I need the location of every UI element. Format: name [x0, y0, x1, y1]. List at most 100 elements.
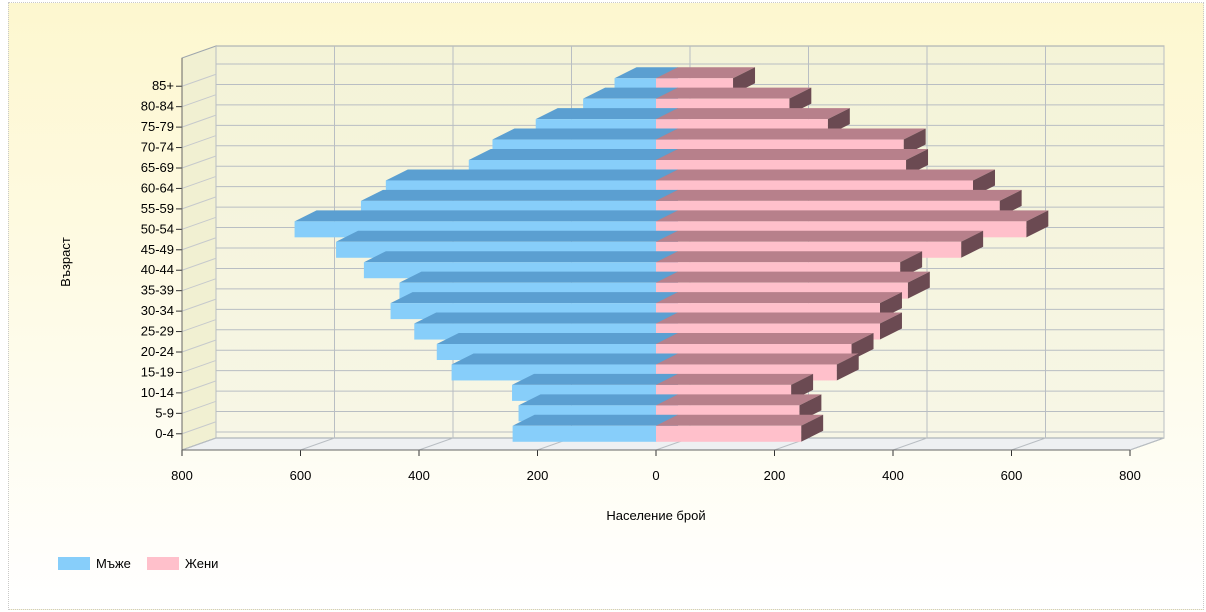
y-gridline-side: [181, 339, 217, 353]
y-tick-label: 10-14: [141, 385, 174, 400]
x-tick-label: 800: [171, 468, 193, 483]
legend-label-male: Мъже: [96, 555, 131, 571]
legend-swatch-male: [58, 556, 90, 570]
bar-female-top: [656, 169, 995, 181]
bar-female-side: [836, 353, 859, 381]
bar-male-top: [363, 251, 678, 263]
y-tick-label: 40-44: [141, 262, 174, 277]
x-gridline-floor: [1011, 437, 1046, 451]
bar-female-top: [656, 87, 812, 99]
y-tick-label: 55-59: [141, 201, 174, 216]
bar-male-top: [294, 210, 678, 222]
y-gridline-side: [181, 196, 217, 210]
bar-female-side: [907, 271, 930, 299]
x-tick-label: 600: [290, 468, 312, 483]
y-gridline-side: [181, 380, 217, 394]
y-tick-label: 45-49: [141, 242, 174, 257]
bar-female-side: [733, 67, 756, 95]
x-tick-label: 0: [652, 468, 659, 483]
bar-female-top: [656, 210, 1049, 222]
y-tick-label: 15-19: [141, 364, 174, 379]
legend-label-female: Жени: [184, 555, 219, 571]
y-gridline-side: [181, 155, 217, 169]
bar-male: [512, 414, 678, 442]
bar-male-top: [512, 373, 678, 385]
bar-female-side: [972, 169, 995, 197]
bar-female-front: [656, 425, 802, 442]
bar-female-top: [656, 128, 926, 140]
bar-female-side: [789, 87, 812, 115]
y-gridline-side: [181, 421, 217, 435]
y-gridline-side: [181, 298, 217, 312]
y-tick-label: 30-34: [141, 303, 174, 318]
bar-female-top: [656, 353, 859, 365]
y-gridline-side: [181, 400, 217, 414]
bar-female-top: [656, 108, 850, 120]
y-gridline-side: [181, 278, 217, 292]
x-axis-title: Население брой: [606, 508, 705, 523]
y-gridline-side: [181, 237, 217, 251]
x-tick-label: 800: [1119, 468, 1141, 483]
bar-female-side: [827, 108, 850, 136]
x-gridline-floor: [300, 437, 335, 451]
bar-female-top: [656, 292, 902, 304]
x-tick-label: 200: [764, 468, 786, 483]
bar-female-top: [656, 149, 929, 160]
bar-male-top: [583, 87, 678, 99]
x-gridline-floor: [1129, 437, 1165, 451]
bar-male-front: [512, 425, 656, 442]
bar-female-top: [656, 271, 930, 283]
bar-female-side: [999, 189, 1022, 217]
y-tick-label: 75-79: [141, 119, 174, 134]
bar-male-top: [414, 312, 678, 324]
x-tick-label: 600: [1001, 468, 1023, 483]
y-tick-label: 25-29: [141, 324, 174, 339]
y-gridline-side: [181, 319, 217, 333]
bar-female-top: [656, 373, 814, 385]
y-tick-label: 80-84: [141, 99, 174, 114]
x-gridline-floor: [181, 437, 217, 451]
bar-female-top: [656, 333, 874, 344]
y-tick-label: 35-39: [141, 283, 174, 298]
y-tick-label: 20-24: [141, 344, 174, 359]
y-tick-label: 70-74: [141, 140, 174, 155]
legend-item-female: Жени: [146, 555, 219, 571]
y-tick-label: 60-64: [141, 180, 174, 195]
bar-female-side: [903, 128, 926, 156]
bar-male-top: [512, 414, 678, 426]
bar-female-top: [656, 414, 824, 426]
bar-female-side: [851, 333, 874, 360]
bar-male-top: [451, 353, 678, 365]
bar-male-top: [399, 271, 678, 283]
y-tick-label: 85+: [152, 78, 174, 93]
bar-male-top: [614, 67, 678, 79]
x-tick-label: 200: [527, 468, 549, 483]
bar-female-side: [879, 312, 902, 340]
y-tick-label: 65-69: [141, 160, 174, 175]
bar-female-side: [1026, 210, 1049, 238]
y-gridline-side: [181, 135, 217, 149]
y-gridline-side: [181, 94, 217, 108]
y-gridline-side: [181, 359, 217, 373]
bar-female-side: [879, 292, 902, 320]
x-gridline-floor: [418, 437, 454, 451]
y-tick-label: 0-4: [155, 426, 174, 441]
x-tick-label: 400: [408, 468, 430, 483]
bar-female-top: [656, 189, 1022, 201]
bar-female-top: [656, 230, 984, 242]
bar-female: [656, 414, 824, 442]
y-gridline-side: [181, 257, 217, 271]
bar-female-top: [656, 67, 756, 79]
y-tick-label: 5-9: [155, 405, 174, 420]
bar-female-side: [906, 149, 929, 176]
y-gridline-side: [181, 175, 217, 189]
bar-male-top: [518, 394, 678, 406]
bar-male-top: [385, 169, 678, 181]
bar-male-top: [336, 230, 678, 242]
legend-item-male: Мъже: [58, 556, 131, 571]
bar-male-top: [436, 333, 678, 344]
y-axis-title: Възраст: [58, 237, 73, 287]
bar-female-top: [656, 251, 923, 263]
bar-female-side: [799, 394, 822, 422]
